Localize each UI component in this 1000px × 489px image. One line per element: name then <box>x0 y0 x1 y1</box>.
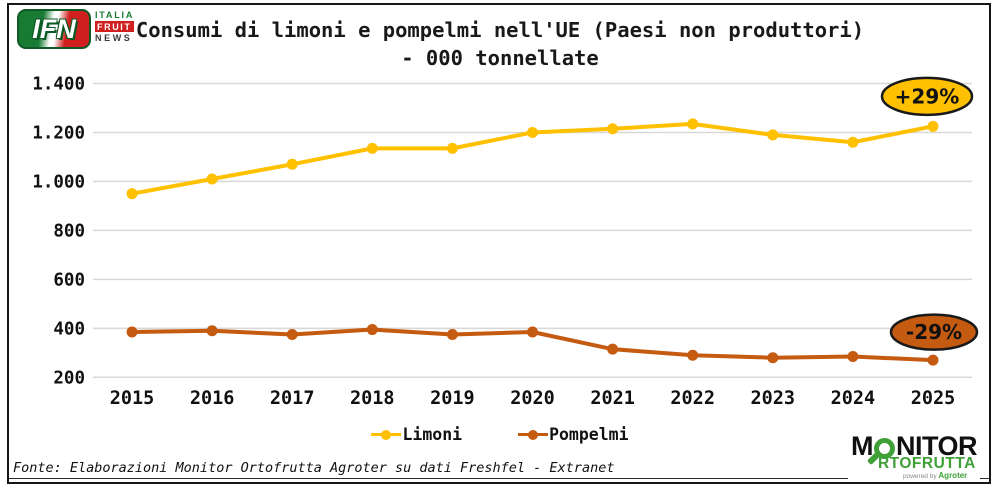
y-axis-label-1.400: 1.400 <box>32 75 85 95</box>
ifn-logo-text: ITALIA FRUIT NEWS <box>95 9 134 43</box>
ifn-acronym: IFN <box>32 13 76 44</box>
x-axis-label-2016: 2016 <box>190 388 235 409</box>
data-point-limoni-2015 <box>126 188 138 200</box>
footer-rule <box>9 478 989 479</box>
y-axis-label-1.200: 1.200 <box>32 123 85 143</box>
x-axis-label-2024: 2024 <box>831 388 876 409</box>
monitor-part1: M <box>850 431 874 461</box>
data-point-limoni-2023 <box>767 129 779 141</box>
ifn-news-label: NEWS <box>95 33 133 43</box>
data-point-pompelmi-2025 <box>927 354 939 366</box>
y-axis-label-800: 800 <box>53 221 85 241</box>
data-point-pompelmi-2017 <box>286 328 298 340</box>
x-axis-label-2015: 2015 <box>110 388 155 409</box>
y-axis-label-200: 200 <box>53 368 85 388</box>
legend-label-limoni: Limoni <box>402 425 463 444</box>
legend-label-pompelmi: Pompelmi <box>549 425 629 444</box>
y-axis-label-1.000: 1.000 <box>32 172 85 192</box>
source-note: Fonte: Elaborazioni Monitor Ortofrutta A… <box>13 460 615 476</box>
data-point-pompelmi-2020 <box>527 326 538 338</box>
data-point-limoni-2025 <box>927 120 939 132</box>
x-axis-label-2023: 2023 <box>751 388 796 409</box>
monitor-ortofrutta-logo: M NITOR RTOFRUTTA powered by Agroter <box>847 431 980 481</box>
chart-title: Consumi di limoni e pompelmi nell'UE (Pa… <box>0 16 1000 72</box>
annotation-badge-pompelmi <box>889 313 979 351</box>
ortofrutta-wordmark: RTOFRUTTA <box>877 455 976 472</box>
monitor-part2: NITOR <box>895 431 978 461</box>
data-point-limoni-2021 <box>607 123 619 135</box>
x-axis-label-2018: 2018 <box>350 388 395 409</box>
y-axis-label-600: 600 <box>53 270 85 290</box>
agroter-brand: Agroter <box>938 471 968 480</box>
annotation-badge-limoni <box>880 76 974 117</box>
legend-item-limoni: Limoni <box>371 425 462 444</box>
data-point-limoni-2022 <box>687 118 699 130</box>
data-point-limoni-2024 <box>847 136 859 148</box>
data-point-pompelmi-2016 <box>206 325 218 337</box>
ifn-logo: IFN ITALIA FRUIT NEWS <box>17 9 134 49</box>
data-point-pompelmi-2021 <box>607 343 619 355</box>
x-axis-label-2020: 2020 <box>510 388 555 409</box>
data-point-pompelmi-2023 <box>767 352 779 364</box>
data-point-limoni-2017 <box>286 158 298 170</box>
annotation-label-pompelmi: -29% <box>906 320 962 344</box>
ifn-badge-icon: IFN <box>17 9 91 49</box>
data-point-pompelmi-2015 <box>126 326 138 338</box>
data-point-pompelmi-2022 <box>687 349 699 361</box>
limoni-line-marker-icon <box>371 429 402 440</box>
pompelmi-line-marker-icon <box>518 429 549 440</box>
annotation-label-limoni: +29% <box>895 84 960 108</box>
data-point-pompelmi-2019 <box>446 328 458 340</box>
magnifier-icon <box>873 437 895 459</box>
powered-by-line: powered by Agroter <box>902 471 977 481</box>
chart-title-line1: Consumi di limoni e pompelmi nell'UE (Pa… <box>135 18 865 42</box>
powered-by-label: powered by <box>902 473 937 480</box>
x-axis-label-2021: 2021 <box>590 388 635 409</box>
data-point-limoni-2019 <box>446 142 458 154</box>
x-axis-label-2022: 2022 <box>670 388 715 409</box>
data-point-limoni-2018 <box>366 142 378 154</box>
data-point-limoni-2016 <box>206 173 218 185</box>
data-point-limoni-2020 <box>527 126 538 138</box>
monitor-wordmark: M NITOR <box>850 431 978 461</box>
y-axis-label-400: 400 <box>53 319 85 339</box>
data-point-pompelmi-2024 <box>847 350 859 362</box>
chart-title-line2: - 000 tonnellate <box>401 46 599 70</box>
x-axis-label-2019: 2019 <box>430 388 475 409</box>
ifn-fruit-label: FRUIT <box>95 21 134 32</box>
legend-item-pompelmi: Pompelmi <box>518 425 629 444</box>
x-axis-label-2025: 2025 <box>911 388 956 409</box>
ifn-italia-label: ITALIA <box>95 10 135 20</box>
chart-legend: Limoni Pompelmi <box>0 425 1000 444</box>
x-axis-label-2017: 2017 <box>270 388 315 409</box>
data-point-pompelmi-2018 <box>366 324 378 336</box>
